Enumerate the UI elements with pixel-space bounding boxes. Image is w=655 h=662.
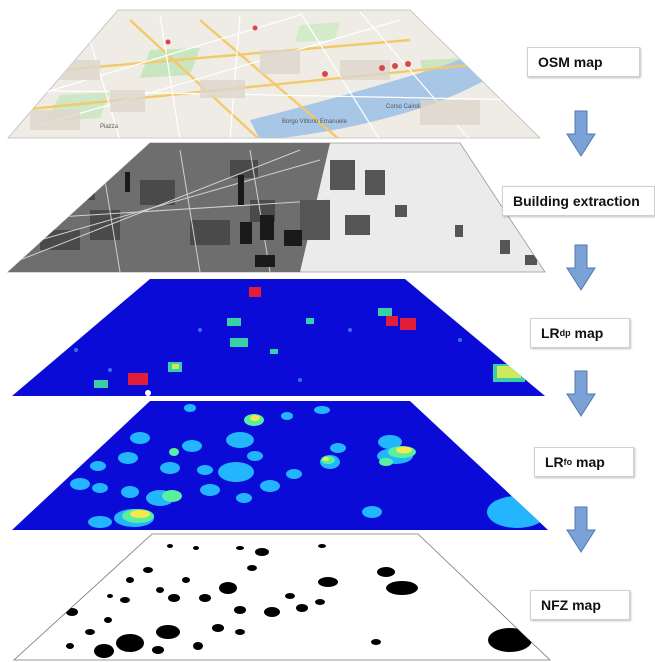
label-lrfo-map: LR fo map [534, 447, 634, 477]
label-nfz-map: NFZ map [530, 590, 630, 620]
lrdp-map-plane [12, 279, 545, 396]
lrfo-map-content [70, 404, 547, 528]
down-arrow-icon [566, 506, 596, 553]
label-lrfo-sub: fo [563, 457, 573, 467]
nfz-map-content [66, 544, 532, 658]
lrdp-map-content [74, 287, 525, 396]
down-arrow-icon [566, 244, 596, 291]
osm-map-content: Borgo Vittorio Emanuele Corso Cairoli Pi… [9, 11, 540, 138]
label-lrdp-main: LR [541, 325, 560, 341]
label-building-text: Building extraction [513, 193, 640, 209]
arrow-shape [566, 506, 596, 553]
label-lrdp-suffix: map [570, 325, 604, 341]
arrow-shape [566, 110, 596, 157]
label-osm-text: OSM map [538, 54, 603, 70]
label-nfz-text: NFZ map [541, 597, 601, 613]
label-osm-map: OSM map [527, 47, 640, 77]
river [250, 25, 540, 138]
nfz-map-plane [12, 533, 551, 661]
down-arrow-icon [566, 110, 596, 157]
arrow-shape [566, 370, 596, 417]
label-lrfo-main: LR [545, 454, 564, 470]
building-map-content [8, 143, 537, 272]
map-text-piazza: Piazza [100, 124, 119, 130]
label-lrfo-suffix: map [572, 454, 605, 470]
label-lrdp-sub: dp [559, 328, 571, 338]
label-lrdp-map: LR dp map [530, 318, 630, 348]
map-text-borgo: Borgo Vittorio Emanuele [282, 119, 348, 125]
map-text-corso: Corso Cairoli [386, 104, 421, 110]
label-building-extraction: Building extraction [502, 186, 655, 216]
down-arrow-icon [566, 370, 596, 417]
arrow-shape [566, 244, 596, 291]
